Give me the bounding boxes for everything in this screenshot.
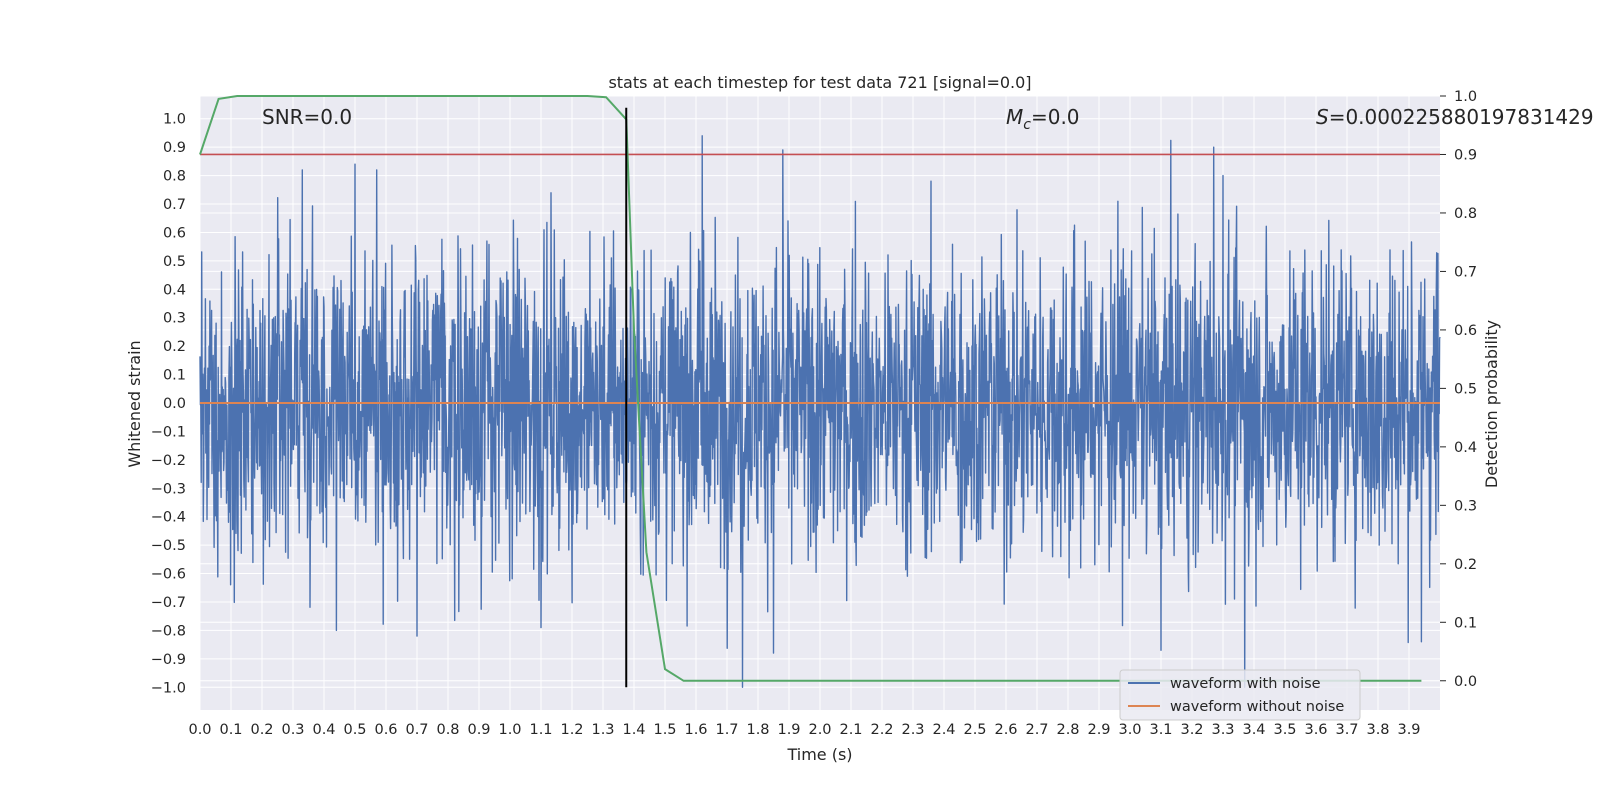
- x-tick-label: 2.4: [932, 722, 955, 738]
- y-axis-label-right: Detection probability: [1482, 320, 1501, 488]
- y-tick-label-right: 0.7: [1454, 264, 1477, 280]
- y-tick-label-left: 0.7: [163, 197, 186, 213]
- y-tick-label-left: 0.4: [163, 282, 186, 298]
- x-tick-label: 3.8: [1366, 722, 1389, 738]
- y-tick-label-left: 0.5: [163, 254, 186, 270]
- annotation-s-number: =0.000225880197831429: [1329, 105, 1594, 129]
- series-waveform-with-noise: [199, 135, 1441, 688]
- x-tick-label: 3.5: [1273, 722, 1296, 738]
- x-tick-label: 3.9: [1397, 722, 1420, 738]
- x-tick-label: 0.0: [188, 722, 211, 738]
- x-tick-label: 1.4: [622, 722, 645, 738]
- x-tick-label: 2.6: [994, 722, 1017, 738]
- x-tick-label: 2.2: [870, 722, 893, 738]
- y-tick-label-left: −0.4: [151, 510, 186, 526]
- y-tick-label-left: 1.0: [163, 112, 186, 128]
- y-tick-label-left: −0.8: [151, 623, 186, 639]
- annotation-chirp-mass-value: =0.0: [1031, 105, 1080, 129]
- y-tick-label-left: −0.5: [151, 538, 186, 554]
- x-tick-label: 0.6: [374, 722, 397, 738]
- y-tick-label-right: 0.9: [1454, 147, 1477, 163]
- x-tick-label: 3.2: [1180, 722, 1203, 738]
- y-tick-label-right: 0.6: [1454, 323, 1477, 339]
- series-line-waveform-with-noise: [199, 135, 1441, 688]
- x-tick-label: 3.6: [1304, 722, 1327, 738]
- x-tick-label: 2.3: [901, 722, 924, 738]
- x-tick-label: 2.1: [839, 722, 862, 738]
- legend-label-waveform-without-noise: waveform without noise: [1170, 699, 1344, 715]
- x-tick-label: 2.8: [1056, 722, 1079, 738]
- x-tick-label: 2.5: [963, 722, 986, 738]
- legend: waveform with noise waveform without noi…: [1119, 669, 1361, 721]
- y-tick-label-left: −0.1: [151, 424, 186, 440]
- y-tick-label-right: 1.0: [1454, 89, 1477, 105]
- y-tick-label-right: 0.1: [1454, 615, 1477, 631]
- x-tick-label: 0.9: [467, 722, 490, 738]
- x-tick-label: 3.1: [1149, 722, 1172, 738]
- y-tick-label-right: 0.4: [1454, 440, 1477, 456]
- y-tick-label-left: 0.2: [163, 339, 186, 355]
- x-tick-label: 3.4: [1242, 722, 1265, 738]
- x-tick-label: 3.3: [1211, 722, 1234, 738]
- overlay-lines: [199, 95, 1440, 688]
- x-tick-label: 1.3: [591, 722, 614, 738]
- y-tick-label-left: 0.0: [163, 396, 186, 412]
- x-tick-label: 3.7: [1335, 722, 1358, 738]
- x-tick-label: 2.7: [1025, 722, 1048, 738]
- chart-title: stats at each timestep for test data 721…: [608, 73, 1031, 92]
- x-tick-label: 1.5: [653, 722, 676, 738]
- y-tick-label-left: 0.6: [163, 225, 186, 241]
- x-tick-label: 0.7: [405, 722, 428, 738]
- y-tick-label-left: −0.6: [151, 567, 186, 583]
- annotation-s-value: S=0.000225880197831429: [1316, 105, 1594, 129]
- y-tick-label-left: 0.9: [163, 140, 186, 156]
- y-tick-label-right: 0.0: [1454, 674, 1477, 690]
- x-tick-label: 2.0: [808, 722, 831, 738]
- y-tick-label-left: −0.9: [151, 652, 186, 668]
- y-tick-label-left: 0.1: [163, 368, 186, 384]
- x-tick-label: 1.8: [746, 722, 769, 738]
- y-tick-label-left: 0.8: [163, 169, 186, 185]
- x-tick-label: 0.3: [281, 722, 304, 738]
- y-tick-label-left: −0.7: [151, 595, 186, 611]
- x-tick-label: 1.1: [529, 722, 552, 738]
- x-tick-label: 3.0: [1118, 722, 1141, 738]
- y-axis-label-left: Whitened strain: [125, 340, 144, 467]
- x-tick-label: 1.9: [777, 722, 800, 738]
- x-tick-label: 0.1: [219, 722, 242, 738]
- legend-box: [1119, 669, 1361, 721]
- y-tick-label-right: 0.5: [1454, 381, 1477, 397]
- x-tick-label: 2.9: [1087, 722, 1110, 738]
- y-tick-label-left: −0.3: [151, 481, 186, 497]
- x-tick-label: 0.5: [343, 722, 366, 738]
- x-tick-label: 1.6: [684, 722, 707, 738]
- y-tick-label-left: 0.3: [163, 311, 186, 327]
- annotation-snr: SNR=0.0: [262, 105, 352, 129]
- x-tick-label: 1.2: [560, 722, 583, 738]
- x-tick-label: 1.0: [498, 722, 521, 738]
- x-tick-label: 0.4: [312, 722, 335, 738]
- x-tick-label: 0.2: [250, 722, 273, 738]
- y-tick-label-left: −1.0: [151, 680, 186, 696]
- annotation-chirp-mass: Mc=0.0: [1006, 105, 1080, 133]
- y-tick-label-right: 0.8: [1454, 206, 1477, 222]
- y-tick-label-right: 0.2: [1454, 557, 1477, 573]
- y-tick-label-left: −0.2: [151, 453, 186, 469]
- annotation-chirp-mass-subscript: c: [1023, 117, 1031, 133]
- annotation-chirp-mass-symbol: M: [1006, 105, 1023, 129]
- x-tick-label: 0.8: [436, 722, 459, 738]
- annotation-s-symbol: S: [1316, 105, 1329, 129]
- x-axis-label: Time (s): [786, 745, 852, 764]
- axes: 0.0 0.1 0.2 0.3 0.4 0.5 0.6 0.7 0.8 0.9 1.0 1.1 1.2 1…: [151, 89, 1477, 738]
- x-tick-label: 1.7: [715, 722, 738, 738]
- legend-label-waveform-with-noise: waveform with noise: [1170, 676, 1321, 692]
- y-tick-label-right: 0.3: [1454, 498, 1477, 514]
